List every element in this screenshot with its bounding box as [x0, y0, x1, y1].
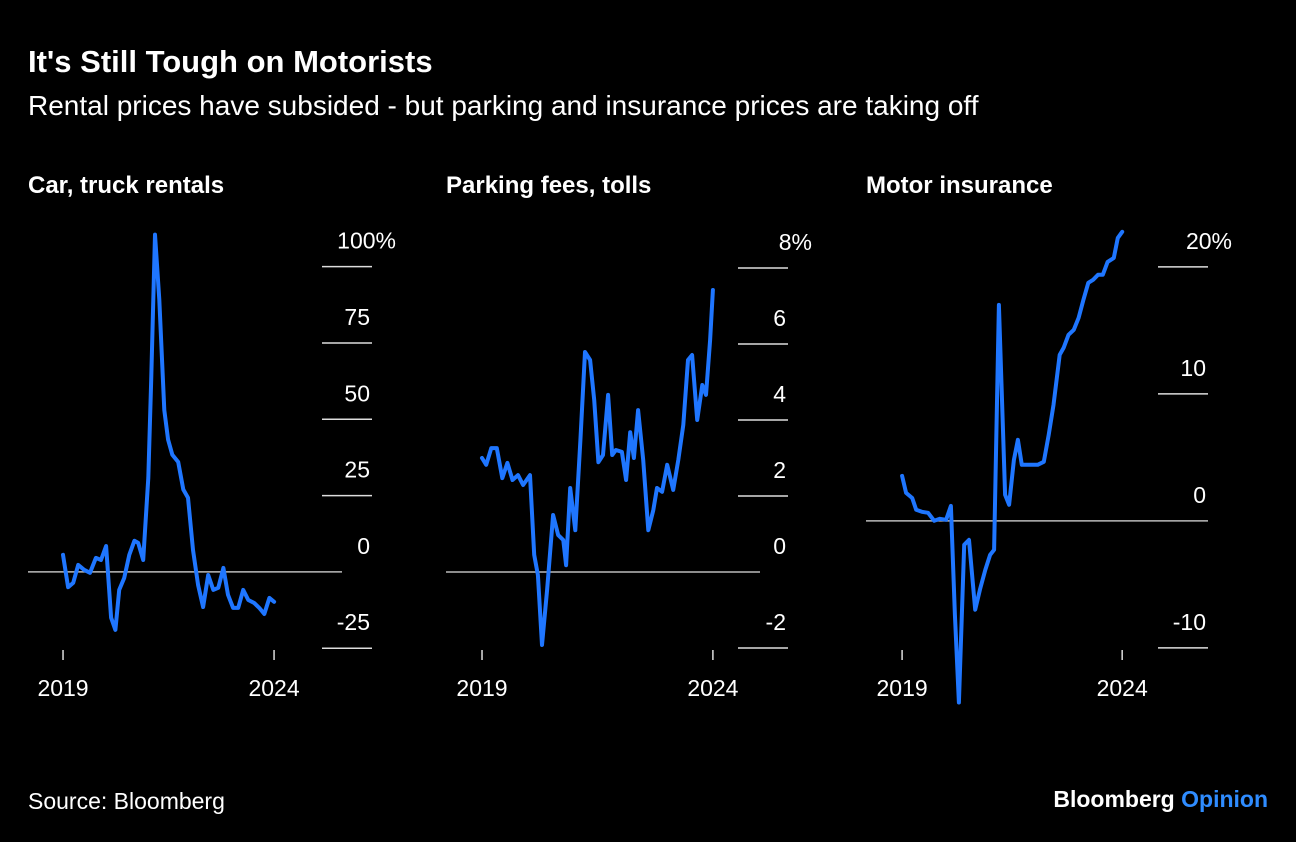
x-tick-label: 2019 [877, 675, 928, 701]
y-tick-label: 50 [344, 380, 370, 406]
page-subtitle: Rental prices have subsided - but parkin… [28, 90, 979, 121]
y-tick-label: 2 [773, 457, 786, 483]
data-line [900, 229, 1125, 705]
y-tick-label: 25 [344, 457, 370, 483]
y-tick-label: -10 [1173, 609, 1206, 635]
brand-suffix: Opinion [1181, 786, 1268, 812]
y-tick-label: 20% [1186, 228, 1232, 254]
y-tick-label: 100% [337, 228, 396, 254]
brand-name: Bloomberg [1053, 786, 1174, 812]
y-tick-label: 0 [1193, 482, 1206, 508]
brand: Bloomberg Opinion [1053, 786, 1268, 812]
y-tick-label: -2 [766, 609, 786, 635]
data-line [480, 288, 715, 647]
y-tick-label: 75 [344, 304, 370, 330]
data-line [61, 232, 277, 632]
y-tick-label: 10 [1180, 355, 1206, 381]
panel-title: Motor insurance [866, 172, 1053, 199]
y-tick-label: 6 [773, 305, 786, 331]
source: Source: Bloomberg [28, 788, 225, 814]
y-tick-label: 0 [773, 533, 786, 559]
x-tick-label: 2024 [687, 675, 738, 701]
x-tick-label: 2024 [1097, 675, 1148, 701]
y-tick-label: -25 [337, 609, 370, 635]
page-title: It's Still Tough on Motorists [28, 44, 433, 79]
panel-title: Parking fees, tolls [446, 172, 651, 199]
y-tick-label: 0 [357, 533, 370, 559]
panel-title: Car, truck rentals [28, 172, 224, 199]
y-tick-label: 8% [779, 229, 812, 255]
x-tick-label: 2019 [37, 675, 88, 701]
x-tick-label: 2024 [248, 675, 299, 701]
x-tick-label: 2019 [456, 675, 507, 701]
y-tick-label: 4 [773, 381, 786, 407]
